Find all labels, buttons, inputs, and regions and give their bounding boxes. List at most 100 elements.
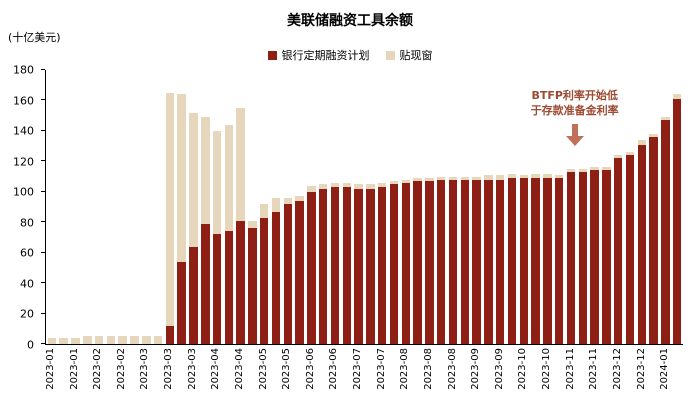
x-tick-slot (104, 348, 116, 408)
chart-title: 美联储融资工具余额 (287, 13, 413, 29)
legend-item-btfp: 银行定期融资计划 (267, 47, 370, 63)
bar-segment-btfp (330, 187, 340, 344)
x-tick-slot (647, 348, 659, 408)
x-tick-slot: 2023-11 (588, 348, 600, 408)
bar-column (553, 70, 565, 344)
bar-segment-btfp (425, 181, 434, 344)
bar-column (70, 70, 82, 344)
x-tick-label: 2023-01 (68, 348, 80, 390)
x-tick-slot: 2023-01 (69, 348, 81, 408)
bar-segment-discount-window (307, 185, 316, 192)
bar-segment-btfp (236, 220, 245, 344)
x-tick-slot (671, 348, 683, 408)
x-tick-slot (175, 348, 187, 408)
bar-segment-btfp (342, 187, 352, 344)
bar-segment-discount-window (83, 336, 92, 344)
y-tick-label: 80 (20, 216, 34, 230)
bar-segment-discount-window (613, 155, 623, 159)
y-tick-mark (41, 99, 45, 101)
bar-column (589, 70, 601, 344)
annotation-text: BTFP利率开始低 于存款准备金利率 (531, 88, 619, 119)
bar-segment-btfp (177, 261, 186, 344)
bar-segment-discount-window (212, 130, 222, 235)
x-tick-slot: 2023-02 (116, 348, 128, 408)
bar-column (188, 70, 200, 344)
bar-segment-btfp (212, 234, 222, 344)
bar-segment-btfp (354, 188, 363, 344)
bar-segment-discount-window (554, 175, 564, 179)
bar-column (541, 70, 553, 344)
x-tick-slot (458, 348, 470, 408)
x-tick-label: 2023-08 (422, 348, 434, 390)
bar-column (176, 70, 188, 344)
x-tick-label: 2023-03 (186, 348, 198, 390)
x-tick-slot (199, 348, 211, 408)
bar-column (482, 70, 494, 344)
x-tick-slot: 2023-06 (305, 348, 317, 408)
x-tick-slot: 2023-03 (187, 348, 199, 408)
y-tick-mark (41, 160, 45, 162)
x-tick-slot (151, 348, 163, 408)
x-tick-label: 2023-01 (44, 348, 56, 390)
x-tick-label: 2023-07 (352, 348, 364, 390)
bar-segment-discount-window (543, 173, 552, 179)
legend-label-btfp: 银行定期融资计划 (281, 49, 370, 62)
x-tick-slot (506, 348, 518, 408)
bar-segment-discount-window (71, 337, 80, 344)
legend: 银行定期融资计划 贴现窗 (0, 47, 700, 63)
bar-column (152, 70, 164, 344)
bar-segment-btfp (448, 179, 458, 344)
x-tick-slot (222, 348, 234, 408)
x-tick-slot (57, 348, 69, 408)
bar-column (329, 70, 341, 344)
bar-segment-discount-window (366, 184, 375, 189)
annotation: BTFP利率开始低 于存款准备金利率 (486, 88, 664, 146)
x-tick-slot (482, 348, 494, 408)
bar-segment-discount-window (389, 181, 399, 185)
bar-column (105, 70, 117, 344)
bar-segment-discount-window (177, 94, 186, 262)
bar-segment-btfp (413, 181, 422, 344)
x-tick-slot: 2023-02 (92, 348, 104, 408)
bar-column (93, 70, 105, 344)
x-tick-slot: 2023-07 (376, 348, 388, 408)
legend-swatch-btfp (267, 50, 277, 60)
bar-segment-discount-window (47, 337, 57, 344)
bar-segment-btfp (661, 120, 670, 344)
bar-segment-discount-window (637, 140, 646, 145)
bar-column (211, 70, 223, 344)
bar-column (117, 70, 129, 344)
bar-column (600, 70, 612, 344)
bar-segment-discount-window (106, 336, 116, 344)
x-tick-label: 2023-11 (564, 348, 576, 390)
bar-column (223, 70, 235, 344)
x-tick-slot: 2023-11 (565, 348, 577, 408)
bar-column (530, 70, 542, 344)
x-tick-slot: 2023-03 (163, 348, 175, 408)
bar-segment-discount-window (224, 124, 234, 232)
x-tick-slot: 2023-05 (258, 348, 270, 408)
bar-segment-btfp (590, 170, 599, 344)
bar-segment-btfp (165, 325, 175, 344)
bar-segment-btfp (201, 223, 210, 344)
bar-column (294, 70, 306, 344)
y-tick-mark (41, 129, 45, 131)
bar-column (659, 70, 671, 344)
bar-column (447, 70, 459, 344)
bar-segment-btfp (495, 179, 505, 344)
bar-segment-btfp (377, 187, 387, 344)
bar-segment-discount-window (531, 173, 540, 179)
bar-segment-discount-window (142, 336, 151, 344)
x-tick-slot: 2023-06 (328, 348, 341, 408)
x-tick-slot (293, 348, 305, 408)
x-tick-slot: 2023-07 (352, 348, 364, 408)
x-tick-slot: 2023-08 (447, 348, 459, 408)
bar-segment-btfp (224, 231, 234, 344)
bar-segment-discount-window (354, 184, 363, 189)
y-tick-mark (41, 251, 45, 253)
y-tick-mark (41, 190, 45, 192)
bar-segment-discount-window (413, 178, 422, 182)
x-axis-labels: 2023-01 2023-01 2023-02 2023-02 2023-03 2023-… (45, 348, 683, 408)
x-tick-label: 2023-08 (399, 348, 411, 390)
